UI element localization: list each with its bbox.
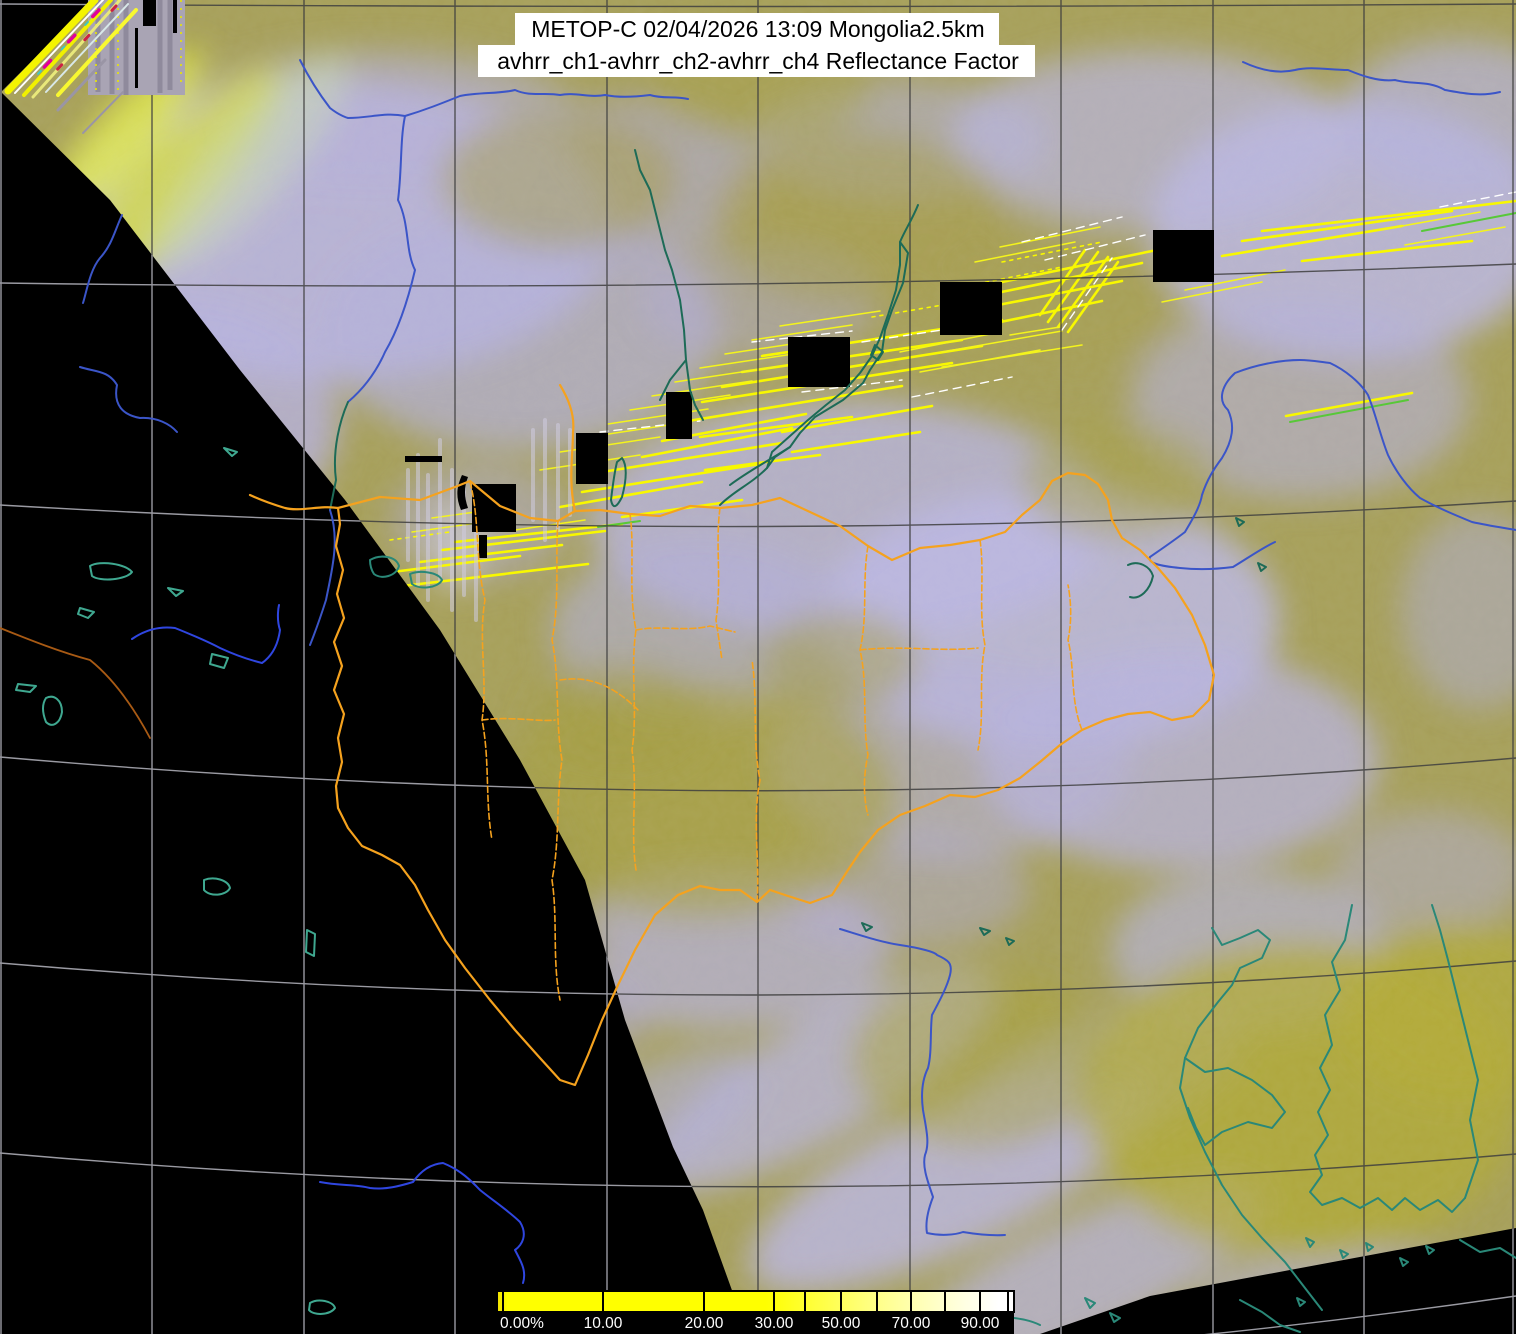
colorbar-labels: 0.00% 10.00 20.00 30.00 50.00 70.00 90.0… [500,1315,1000,1332]
coast-korea-east [1431,904,1479,1199]
colorbar-ticks [502,1291,1009,1312]
data-gap-square [788,337,850,387]
data-gap-square [940,282,1002,335]
ne-china-small-lakes [861,517,1267,946]
artifact-edge-band [4,0,138,134]
colorbar-label: 0.00% [500,1315,544,1332]
title-line2: avhrr_ch1-avhrr_ch2-avhrr_ch4 Reflectanc… [497,48,1019,74]
river-dark-zone-1 [82,214,123,304]
russia-border-north [248,383,577,513]
western-lakes [369,555,443,589]
coast-islands [1296,1237,1435,1307]
river-lower-left-branch [309,509,336,646]
river-teal-continuation [329,401,349,511]
mongolia-border [332,471,1216,1087]
coastline-lake-layer [15,149,1516,1333]
colorbar-label: 20.00 [685,1315,724,1332]
river-amur-top-right [1242,61,1501,96]
data-gap-sliver [479,535,487,558]
colorbar-label: 50.00 [822,1315,861,1332]
colorbar-label: 70.00 [892,1315,931,1332]
colorbar-label: 30.00 [755,1315,794,1332]
data-gap-dash [405,456,442,462]
map-overlays [0,59,1516,1333]
lake-khovsgol [610,457,627,508]
river-yellow-loop [839,928,1006,1237]
title-background-line2 [478,45,1035,77]
aimag-borders [469,481,1083,1001]
dark-zone-borders [0,627,151,739]
colorbar-gradient [496,1290,1015,1313]
coast-bohai [1179,927,1323,1311]
border-layer [0,383,1216,1087]
river-layer [79,59,1516,1284]
swath-edge-west [0,91,748,1334]
title-background-line1 [515,13,999,45]
swath-edge-southeast [1040,1228,1516,1334]
river-yenisei-branch [347,115,416,403]
river-network-bottom-left [319,1162,526,1284]
coast-korea-west [1309,904,1466,1213]
river-teal-west-baikal [634,149,704,421]
image-title: METOP-C 02/04/2026 13:09 Mongolia2.5km a… [478,13,1035,77]
data-gap-square [666,392,692,439]
title-line1: METOP-C 02/04/2026 13:09 Mongolia2.5km [531,16,984,42]
colorbar-label: 90.00 [961,1315,1000,1332]
river-dark-zone-2 [79,366,178,433]
colorbar-label: 10.00 [584,1315,623,1332]
river-ob-top [299,59,689,119]
dark-zone-lakes [15,447,336,1315]
colorbar-label-strip [497,1310,1014,1334]
data-gap-square [1153,230,1214,282]
river-dark-zone-bright [131,604,281,664]
lake-baikal-outline [766,241,909,469]
baikal-rivers [719,204,919,506]
colorbar: 0.00% 10.00 20.00 30.00 50.00 70.00 90.0… [496,1290,1015,1334]
coast-shandong [1184,1057,1286,1146]
lake-hulun [1127,562,1154,599]
river-argun [1148,359,1516,571]
data-gap-squares [405,230,1214,558]
corner-artifacts [4,0,185,134]
data-gap-square [576,433,608,484]
